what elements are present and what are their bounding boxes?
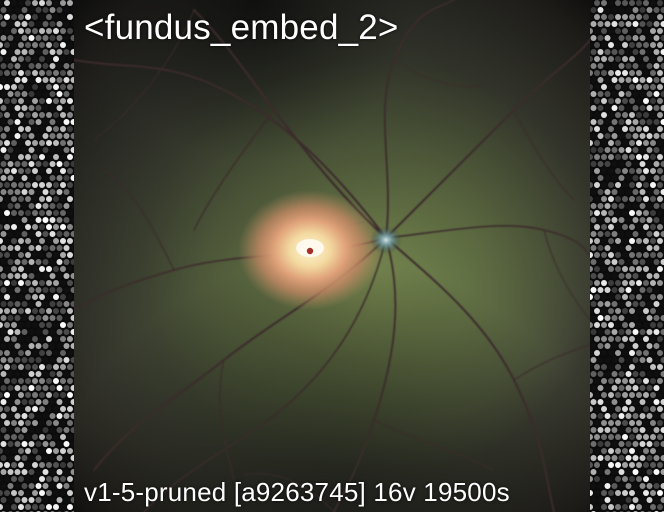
fundus-retina-photo — [74, 0, 590, 512]
right-noise-pattern — [590, 0, 664, 512]
model-footer: v1-5-pruned [a9263745] 16v 19500s — [84, 477, 510, 507]
optic-disc — [370, 226, 402, 254]
fundus-image — [74, 0, 590, 512]
left-noise-pattern — [0, 0, 74, 512]
image-title: <fundus_embed_2> — [84, 8, 399, 47]
